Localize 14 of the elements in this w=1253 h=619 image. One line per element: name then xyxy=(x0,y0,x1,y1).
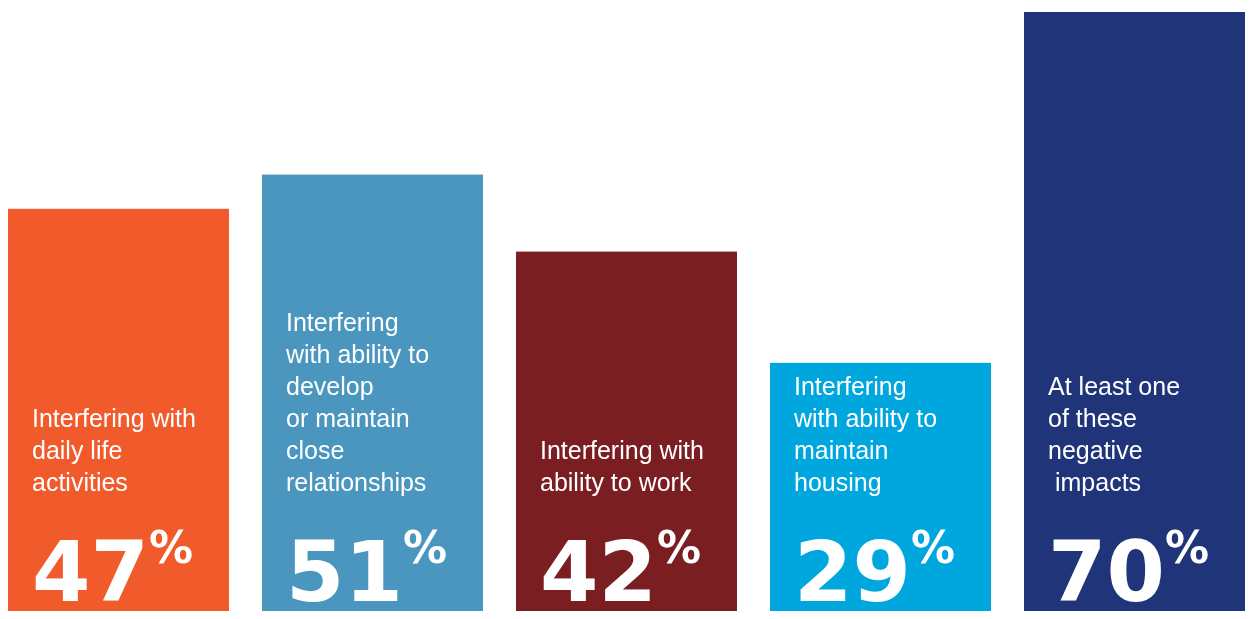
data-label: 47% xyxy=(32,522,193,619)
data-label: 70% xyxy=(1048,522,1210,619)
bar xyxy=(516,251,737,611)
x-tick-label: Interfering with ability to maintain housing xyxy=(793,372,938,496)
x-tick-label: Interfering with ability to work xyxy=(540,436,704,496)
data-label: 42% xyxy=(540,522,702,619)
bar xyxy=(1024,12,1245,611)
x-tick-label: At least one of these negative impacts xyxy=(1048,372,1181,496)
bar xyxy=(8,208,229,611)
x-tick-label: Interfering with daily life activities xyxy=(32,404,196,496)
bar xyxy=(262,174,483,611)
data-label: 51% xyxy=(286,522,447,619)
x-tick-label: Interfering with ability to develop or maintain close relationships xyxy=(285,308,430,496)
data-label: 29% xyxy=(794,522,956,619)
